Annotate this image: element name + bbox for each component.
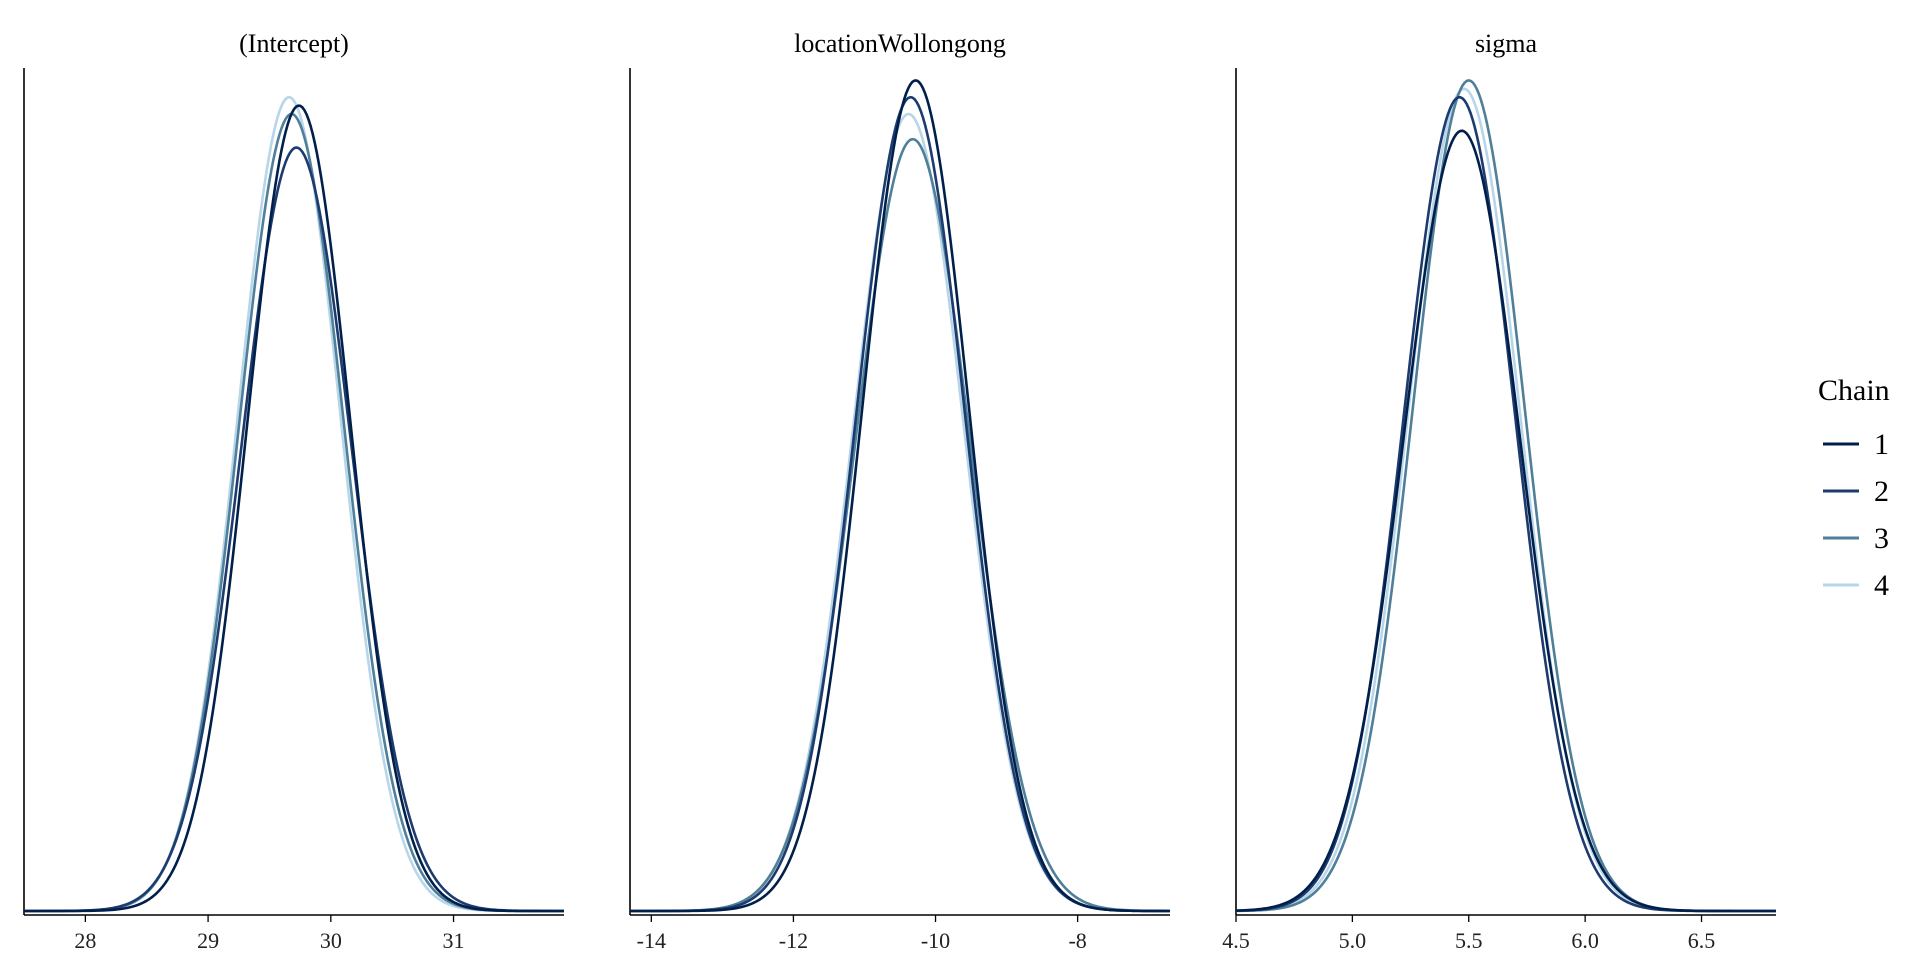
panel-title: sigma	[1475, 29, 1538, 58]
legend-item-chain-2: 2	[1823, 475, 1889, 508]
density-line-chain-1	[1235, 129, 1776, 913]
panel-3: sigma 4.5 5.0 5.5 6.0 6.5	[1222, 29, 1776, 953]
panel-1: (Intercept) 28 29 30 31	[23, 29, 564, 953]
x-tick-label: 4.5	[1222, 928, 1250, 953]
density-line-chain-2	[1235, 95, 1776, 913]
legend-item-chain-1: 1	[1823, 428, 1889, 461]
panels: (Intercept) 28 29 30 31 locationWollongong -14…	[23, 29, 1776, 953]
x-tick-label: 6.0	[1571, 928, 1599, 953]
density-line-chain-3	[24, 112, 564, 913]
x-tick-label: 30	[320, 928, 342, 953]
density-line-chain-2	[24, 146, 564, 913]
density-line-chain-1	[24, 104, 564, 913]
legend-label: 1	[1874, 428, 1889, 461]
density-line-chain-4	[24, 95, 564, 913]
x-tick-label: 29	[197, 928, 219, 953]
legend-title: Chain	[1818, 374, 1890, 407]
x-tick-label: 5.0	[1339, 928, 1367, 953]
x-tick-label: -8	[1068, 928, 1086, 953]
x-tick-label: 5.5	[1455, 928, 1483, 953]
legend-label: 2	[1874, 475, 1889, 508]
legend-label: 4	[1874, 569, 1889, 602]
panel-title: locationWollongong	[794, 29, 1006, 58]
x-tick-label: 28	[74, 928, 96, 953]
density-line-chain-4	[630, 112, 1170, 913]
x-tick-label: -12	[779, 928, 808, 953]
legend-label: 3	[1874, 522, 1889, 555]
panel-title: (Intercept)	[239, 29, 349, 58]
density-line-chain-3	[629, 137, 1170, 913]
x-tick-label: -14	[637, 928, 666, 953]
legend: Chain 1 2 3 4	[1818, 374, 1890, 602]
x-tick-label: 31	[443, 928, 465, 953]
legend-item-chain-4: 4	[1823, 569, 1889, 602]
x-tick-label: 6.5	[1688, 928, 1716, 953]
density-line-chain-4	[1235, 87, 1776, 913]
x-tick-label: -10	[921, 928, 950, 953]
density-line-chain-2	[630, 95, 1170, 913]
legend-item-chain-3: 3	[1823, 522, 1889, 555]
density-line-chain-1	[630, 79, 1170, 913]
panel-2: locationWollongong -14 -12 -10 -8	[629, 29, 1170, 953]
density-line-chain-3	[1235, 79, 1776, 913]
